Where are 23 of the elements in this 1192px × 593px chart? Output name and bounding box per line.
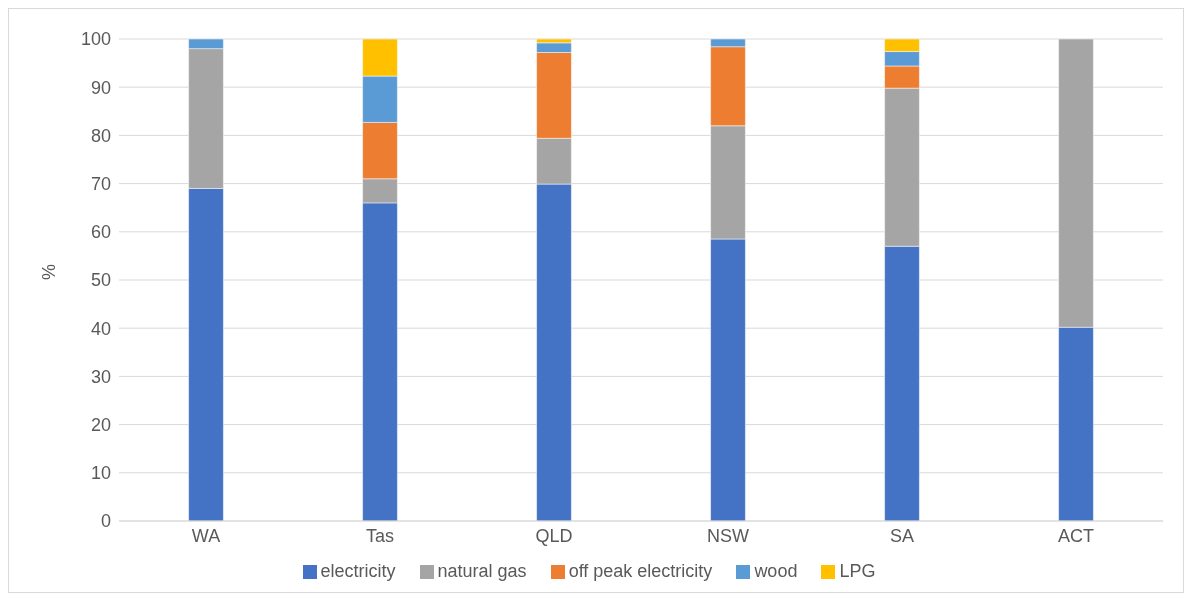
y-tick-label: 60 xyxy=(90,222,111,243)
x-tick-label: WA xyxy=(191,525,221,546)
x-tick-label: QLD xyxy=(535,525,573,546)
legend-label: natural gas xyxy=(437,561,527,581)
legend-label: electricity xyxy=(320,561,396,581)
y-tick-label: 90 xyxy=(90,77,111,98)
x-tick-label: Tas xyxy=(365,525,395,546)
legend-label: LPG xyxy=(839,561,876,581)
y-tick-label: 40 xyxy=(90,318,111,339)
y-tick-label: 30 xyxy=(90,366,111,387)
y-tick-label: 100 xyxy=(80,29,111,50)
y-tick-label: 50 xyxy=(90,270,111,291)
legend-label: off peak electricity xyxy=(568,561,713,581)
x-tick-label: NSW xyxy=(707,525,749,546)
y-tick-label: 0 xyxy=(100,511,111,532)
x-tick-label: ACT xyxy=(1058,525,1094,546)
y-tick-label: 10 xyxy=(90,463,111,484)
y-tick-label: 70 xyxy=(90,173,111,194)
y-tick-label: 20 xyxy=(90,414,111,435)
x-tick-label: SA xyxy=(889,525,915,546)
y-tick-label: 80 xyxy=(90,125,111,146)
y-axis-title: % xyxy=(39,263,60,280)
legend-label: wood xyxy=(754,561,798,581)
